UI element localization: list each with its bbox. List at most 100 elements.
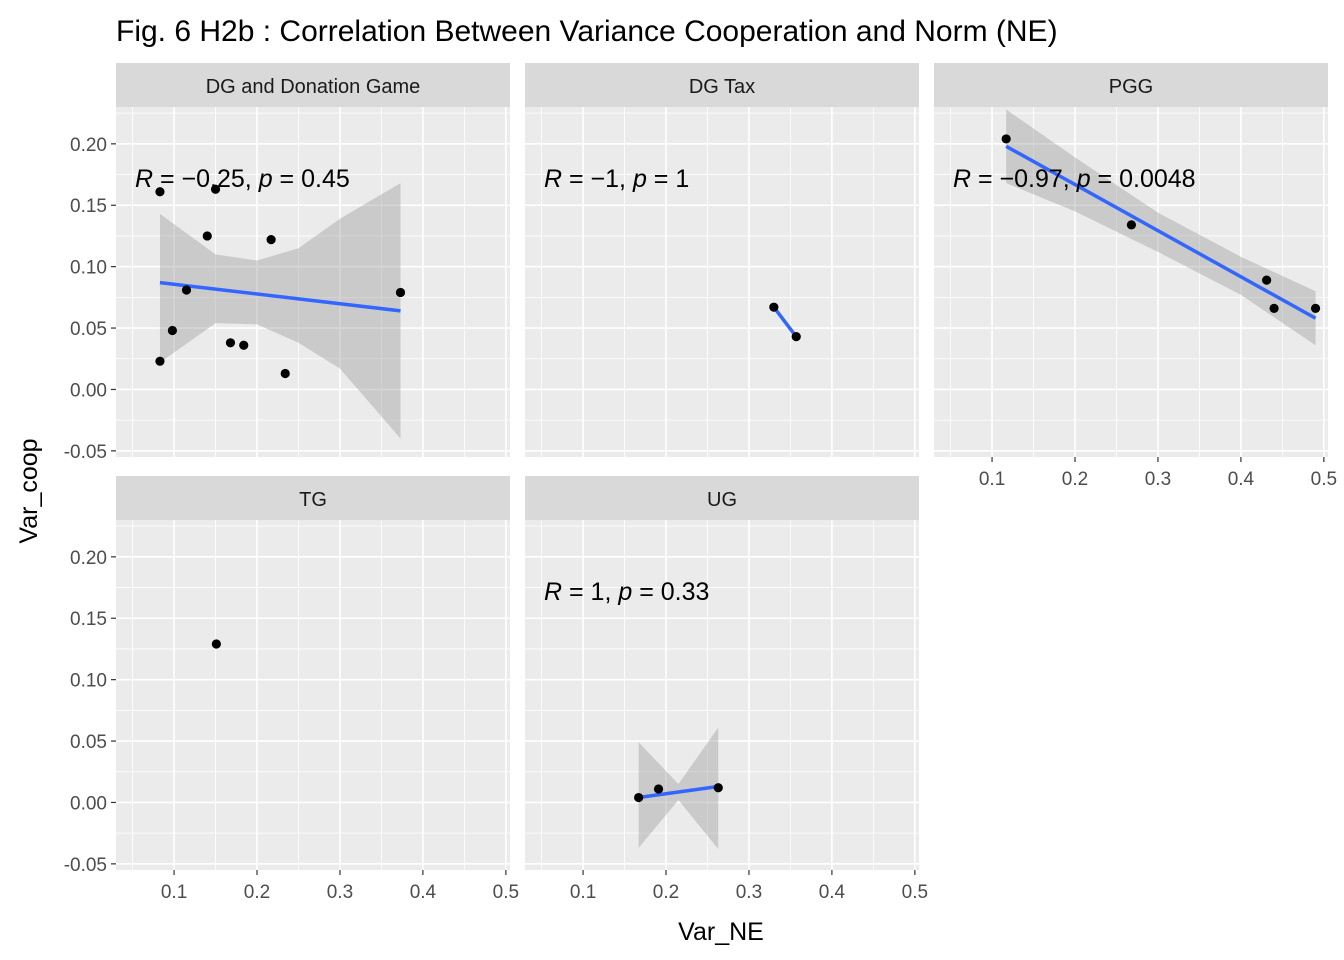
panel-strip-label: DG and Donation Game (206, 76, 421, 98)
stat-p-value: = 0.0048 (1091, 165, 1196, 193)
stat-p-symbol: p (617, 578, 632, 606)
data-point (210, 184, 221, 194)
data-point (1001, 134, 1011, 144)
data-point (155, 356, 165, 366)
data-point (653, 784, 664, 794)
y-tick-label: 0.20 (70, 548, 107, 569)
panel-strip-label: DG Tax (689, 76, 755, 98)
data-point (713, 783, 723, 793)
confidence-band (638, 727, 719, 850)
x-axis-title: Var_NE (678, 918, 764, 946)
y-tick-label: -0.05 (64, 855, 107, 876)
y-tick-label: 0.10 (70, 258, 107, 279)
data-point (202, 231, 212, 241)
data-point (155, 187, 165, 197)
stat-p-symbol: p (632, 165, 647, 193)
data-point (1126, 220, 1137, 230)
stat-r-value: = 1, (562, 578, 618, 606)
x-tick-label: 0.1 (979, 469, 1005, 490)
y-tick-label: 0.00 (70, 380, 107, 401)
x-tick-label: 0.4 (819, 882, 846, 903)
y-tick-label: 0.00 (70, 793, 107, 814)
stat-r-symbol: R (544, 578, 562, 606)
data-point (225, 338, 236, 348)
y-tick-label: 0.20 (70, 135, 107, 156)
x-tick-label: 0.4 (410, 882, 437, 903)
data-point (1269, 303, 1279, 314)
stat-r-value: = −1, (562, 165, 633, 193)
x-tick-label: 0.2 (653, 882, 679, 903)
panel-background (525, 107, 919, 457)
stat-r-symbol: R (953, 165, 971, 193)
data-point (1262, 275, 1272, 285)
data-point (1310, 303, 1321, 314)
panel-tg: TG -0.05 0.00 0.05 0.10 0.15 0.20 0.1 0.2 0.3 0.4 0… (64, 476, 519, 903)
panel-background (116, 520, 510, 870)
stat-p-symbol: p (1076, 165, 1091, 193)
panel-pgg: PGG R = −0.97, p = 0.0048 0.1 0.2 0.3 0.4 0.5 (934, 63, 1337, 490)
panel-strip (116, 63, 510, 107)
regression-line (1005, 144, 1317, 320)
stat-r-value: = −0.97, (971, 165, 1077, 193)
stat-p-symbol: p (258, 165, 273, 193)
stat-p-value: = 1 (647, 165, 689, 193)
chart-title: Fig. 6 H2b : Correlation Between Varianc… (116, 15, 1058, 48)
data-point (181, 285, 192, 295)
x-tick-label: 0.5 (493, 882, 519, 903)
correlation-label: R = −0.25, p = 0.45 (135, 165, 350, 193)
stat-r-symbol: R (135, 165, 153, 193)
panel-strip-label: TG (299, 489, 327, 511)
correlation-label: R = −0.97, p = 0.0048 (953, 165, 1196, 193)
panel-strip (525, 63, 919, 107)
panel-strip-label: UG (707, 489, 737, 511)
panel-background (116, 107, 510, 457)
y-tick-label: 0.15 (70, 196, 107, 217)
panel-ug: UG R = 1, p = 0.33 0.1 0.2 0.3 0.4 0.5 (525, 476, 928, 903)
x-tick-label: 0.3 (1145, 469, 1171, 490)
confidence-band (159, 183, 401, 439)
data-point (769, 302, 779, 312)
x-tick-label: 0.3 (736, 882, 762, 903)
y-tick-label: 0.10 (70, 671, 107, 692)
x-tick-label: 0.4 (1228, 469, 1255, 490)
x-tick-label: 0.3 (327, 882, 353, 903)
y-tick-label: 0.05 (70, 319, 107, 340)
y-tick-label: -0.05 (64, 442, 107, 463)
regression-line (159, 280, 401, 313)
data-point (239, 340, 249, 350)
data-point (167, 325, 178, 336)
panel-background (934, 107, 1328, 457)
x-tick-label: 0.2 (1062, 469, 1088, 490)
y-tick-label: 0.15 (70, 609, 107, 630)
panel-background (525, 520, 919, 870)
x-tick-label: 0.1 (570, 882, 596, 903)
regression-line (772, 306, 798, 338)
correlation-label: R = 1, p = 0.33 (544, 578, 709, 606)
stat-p-value: = 0.45 (273, 165, 350, 193)
panel-dg-tax: DG Tax R = −1, p = 1 (525, 63, 919, 457)
stat-r-symbol: R (544, 165, 562, 193)
panel-dg-and-donation-game: DG and Donation Game R = −0.25, p = 0.45 -… (64, 63, 510, 463)
x-tick-label: 0.1 (161, 882, 187, 903)
y-tick-label: 0.05 (70, 732, 107, 753)
correlation-label: R = −1, p = 1 (544, 165, 689, 193)
data-point (791, 332, 801, 342)
panel-strip-label: PGG (1109, 76, 1153, 98)
x-tick-label: 0.5 (1311, 469, 1337, 490)
data-point (266, 235, 276, 245)
x-tick-label: 0.5 (902, 882, 928, 903)
panel-strip (525, 476, 919, 520)
data-point (211, 639, 221, 649)
panel-strip (116, 476, 510, 520)
data-point (634, 792, 644, 803)
x-tick-label: 0.2 (244, 882, 270, 903)
facet-panels: DG and Donation Game R = −0.25, p = 0.45 -… (64, 63, 1337, 903)
confidence-band (1006, 109, 1316, 346)
data-point (280, 368, 290, 379)
stat-p-value: = 0.33 (632, 578, 709, 606)
regression-line (638, 784, 719, 800)
y-axis-title: Var_coop (15, 438, 43, 543)
panel-strip (934, 63, 1328, 107)
data-point (395, 287, 406, 298)
